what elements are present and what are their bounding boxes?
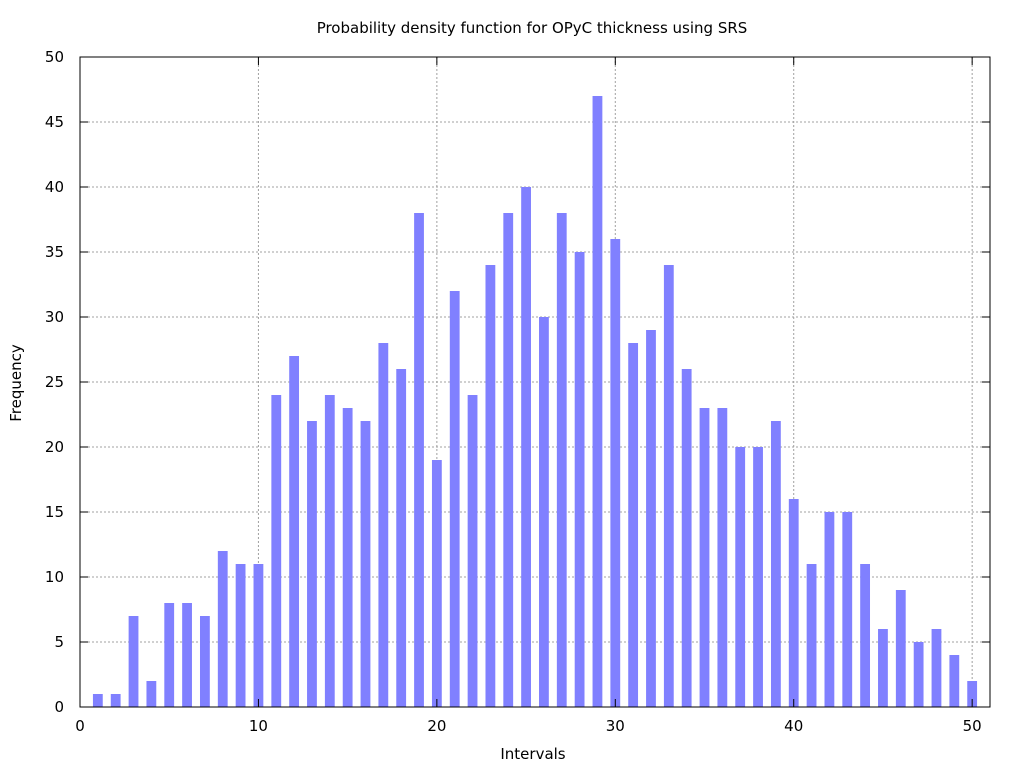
y-tick-label: 5 (54, 633, 64, 651)
bar (92, 694, 103, 707)
bar (895, 590, 906, 707)
x-tick-label: 20 (427, 717, 446, 735)
ticks-layer (79, 56, 990, 708)
bar (289, 356, 300, 707)
bar (663, 265, 674, 707)
bar (217, 551, 228, 707)
bar (485, 265, 496, 707)
bar (556, 213, 567, 707)
bar (378, 343, 389, 707)
y-tick-label: 40 (45, 178, 64, 196)
bar (253, 564, 264, 707)
bar (414, 213, 424, 707)
bar (806, 564, 817, 707)
y-tick-label: 25 (45, 373, 64, 391)
x-tick-label: 10 (249, 717, 268, 735)
bar (503, 213, 514, 707)
bar (770, 421, 781, 707)
y-tick-label: 45 (45, 113, 64, 131)
bars-layer (92, 96, 978, 707)
bar (431, 460, 442, 707)
bar (753, 447, 763, 707)
bar (235, 564, 246, 707)
bar (949, 655, 960, 707)
bar (360, 421, 371, 707)
bar (824, 512, 835, 707)
grid-layer (80, 57, 990, 707)
y-tick-label: 0 (54, 698, 64, 716)
x-tick-label: 50 (963, 717, 982, 735)
bar (324, 395, 335, 707)
bar (307, 421, 317, 707)
bar (646, 330, 656, 707)
x-tick-label: 0 (75, 717, 85, 735)
y-tick-label: 20 (45, 438, 64, 456)
y-tick-label: 30 (45, 308, 64, 326)
bar (271, 395, 282, 707)
y-tick-label: 10 (45, 568, 64, 586)
bar (788, 499, 799, 707)
y-tick-label: 15 (45, 503, 64, 521)
x-tick-label: 40 (784, 717, 803, 735)
bar (110, 694, 121, 707)
bar (574, 252, 585, 707)
bar (967, 681, 978, 707)
bar (913, 642, 924, 707)
bar (467, 395, 478, 707)
bar (931, 629, 942, 707)
bar (860, 564, 871, 707)
bar (128, 616, 139, 707)
bar (146, 681, 157, 707)
tick-labels-layer: 0 5 10 15 20 25 30 35 40 45 50 0 10 20 30 40 50 (45, 48, 982, 735)
bar (717, 408, 728, 707)
bar (164, 603, 175, 707)
bar (182, 603, 192, 707)
bar (628, 343, 639, 707)
bar (592, 96, 603, 707)
bar (199, 616, 210, 707)
bar (878, 629, 888, 707)
bar (449, 291, 460, 707)
bar (842, 512, 853, 707)
bar (396, 369, 407, 707)
bar (699, 408, 710, 707)
bar (681, 369, 692, 707)
bar (735, 447, 746, 707)
bar (539, 317, 549, 707)
bar (610, 239, 621, 707)
y-tick-label: 35 (45, 243, 64, 261)
x-tick-label: 30 (606, 717, 625, 735)
y-axis-title: Frequency (7, 344, 25, 422)
chart-title: Probability density function for OPyC th… (317, 19, 748, 37)
bar (342, 408, 353, 707)
x-axis-title: Intervals (500, 745, 565, 763)
bar (521, 187, 531, 707)
y-tick-label: 50 (45, 48, 64, 66)
